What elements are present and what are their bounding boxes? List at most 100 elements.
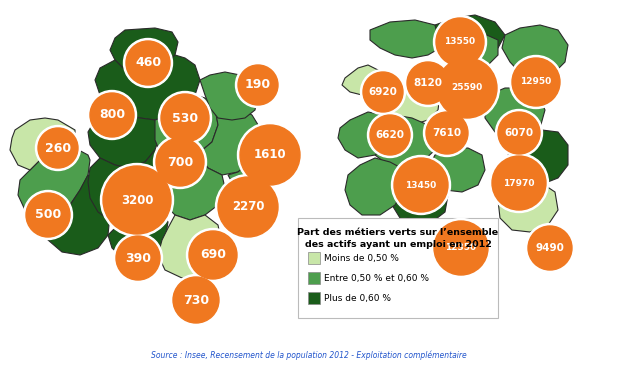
Text: 12350: 12350: [446, 244, 476, 252]
Circle shape: [525, 223, 575, 272]
Text: 3200: 3200: [121, 194, 153, 206]
Text: 2270: 2270: [232, 201, 265, 213]
Polygon shape: [392, 178, 448, 225]
Circle shape: [363, 72, 403, 112]
Circle shape: [101, 163, 174, 237]
Circle shape: [171, 275, 221, 326]
Circle shape: [216, 174, 281, 240]
Polygon shape: [485, 88, 545, 140]
Polygon shape: [370, 20, 445, 58]
Polygon shape: [95, 55, 200, 120]
Text: 17970: 17970: [503, 178, 535, 188]
Polygon shape: [440, 30, 498, 72]
Circle shape: [489, 153, 549, 212]
Text: 690: 690: [200, 248, 226, 262]
Text: 530: 530: [172, 112, 198, 124]
Text: Moins de 0,50 %: Moins de 0,50 %: [324, 254, 399, 262]
Circle shape: [240, 125, 300, 185]
Text: 6920: 6920: [368, 87, 397, 97]
Polygon shape: [10, 118, 75, 170]
Circle shape: [509, 56, 562, 109]
Circle shape: [23, 191, 72, 240]
FancyBboxPatch shape: [298, 218, 498, 318]
Text: Plus de 0,60 %: Plus de 0,60 %: [324, 294, 391, 302]
Circle shape: [391, 156, 451, 215]
Bar: [308, 252, 320, 264]
Polygon shape: [18, 148, 90, 218]
Circle shape: [498, 112, 540, 154]
Circle shape: [161, 94, 209, 142]
Circle shape: [88, 91, 137, 139]
Text: 500: 500: [35, 209, 61, 222]
Polygon shape: [380, 85, 440, 125]
Polygon shape: [158, 215, 222, 278]
Circle shape: [512, 58, 560, 106]
Polygon shape: [338, 112, 392, 158]
Polygon shape: [342, 65, 382, 95]
Circle shape: [423, 110, 470, 156]
Polygon shape: [88, 150, 170, 225]
Circle shape: [394, 158, 448, 212]
Circle shape: [436, 18, 484, 66]
Polygon shape: [200, 72, 258, 120]
Circle shape: [38, 128, 78, 168]
Bar: [308, 292, 320, 304]
Circle shape: [114, 234, 163, 283]
Text: 25590: 25590: [451, 84, 483, 92]
Text: 6070: 6070: [504, 128, 533, 138]
Circle shape: [116, 236, 160, 280]
Text: 390: 390: [125, 251, 151, 265]
Text: 12950: 12950: [520, 78, 552, 86]
Polygon shape: [345, 158, 405, 215]
Polygon shape: [375, 218, 432, 265]
Circle shape: [433, 15, 486, 68]
Polygon shape: [370, 115, 438, 168]
Text: 1610: 1610: [253, 149, 286, 162]
Circle shape: [434, 221, 488, 275]
Polygon shape: [110, 28, 178, 75]
Circle shape: [238, 65, 278, 105]
Circle shape: [426, 112, 468, 154]
Circle shape: [90, 93, 134, 137]
Circle shape: [173, 277, 219, 323]
Circle shape: [124, 39, 172, 88]
Polygon shape: [435, 15, 505, 55]
Text: 6620: 6620: [376, 130, 405, 140]
Polygon shape: [508, 130, 568, 185]
Polygon shape: [88, 108, 160, 168]
Circle shape: [370, 115, 410, 155]
Circle shape: [405, 60, 452, 106]
Circle shape: [360, 70, 405, 114]
Circle shape: [218, 177, 278, 237]
Circle shape: [103, 166, 171, 234]
Polygon shape: [438, 78, 492, 115]
Circle shape: [187, 229, 240, 282]
Text: 260: 260: [45, 142, 71, 155]
Circle shape: [492, 156, 546, 210]
Circle shape: [156, 138, 204, 186]
Circle shape: [158, 92, 211, 145]
Text: 13450: 13450: [405, 180, 437, 190]
Text: 7610: 7610: [433, 128, 462, 138]
Circle shape: [26, 193, 70, 237]
Circle shape: [434, 56, 499, 120]
Text: Part des métiers verts sur l’ensemble: Part des métiers verts sur l’ensemble: [297, 228, 499, 237]
Text: 8120: 8120: [413, 78, 442, 88]
Text: 13550: 13550: [444, 38, 476, 46]
Circle shape: [437, 58, 497, 118]
Circle shape: [368, 113, 412, 158]
Polygon shape: [428, 148, 485, 192]
Polygon shape: [162, 158, 225, 220]
Polygon shape: [108, 205, 168, 262]
Bar: [308, 272, 320, 284]
Circle shape: [126, 41, 170, 85]
Polygon shape: [42, 175, 110, 255]
Text: 460: 460: [135, 57, 161, 70]
Polygon shape: [200, 105, 260, 175]
Text: Entre 0,50 % et 0,60 %: Entre 0,50 % et 0,60 %: [324, 273, 429, 283]
Text: 800: 800: [99, 109, 125, 121]
Polygon shape: [155, 95, 218, 158]
Circle shape: [235, 63, 281, 107]
Polygon shape: [228, 145, 285, 195]
Circle shape: [189, 231, 237, 279]
